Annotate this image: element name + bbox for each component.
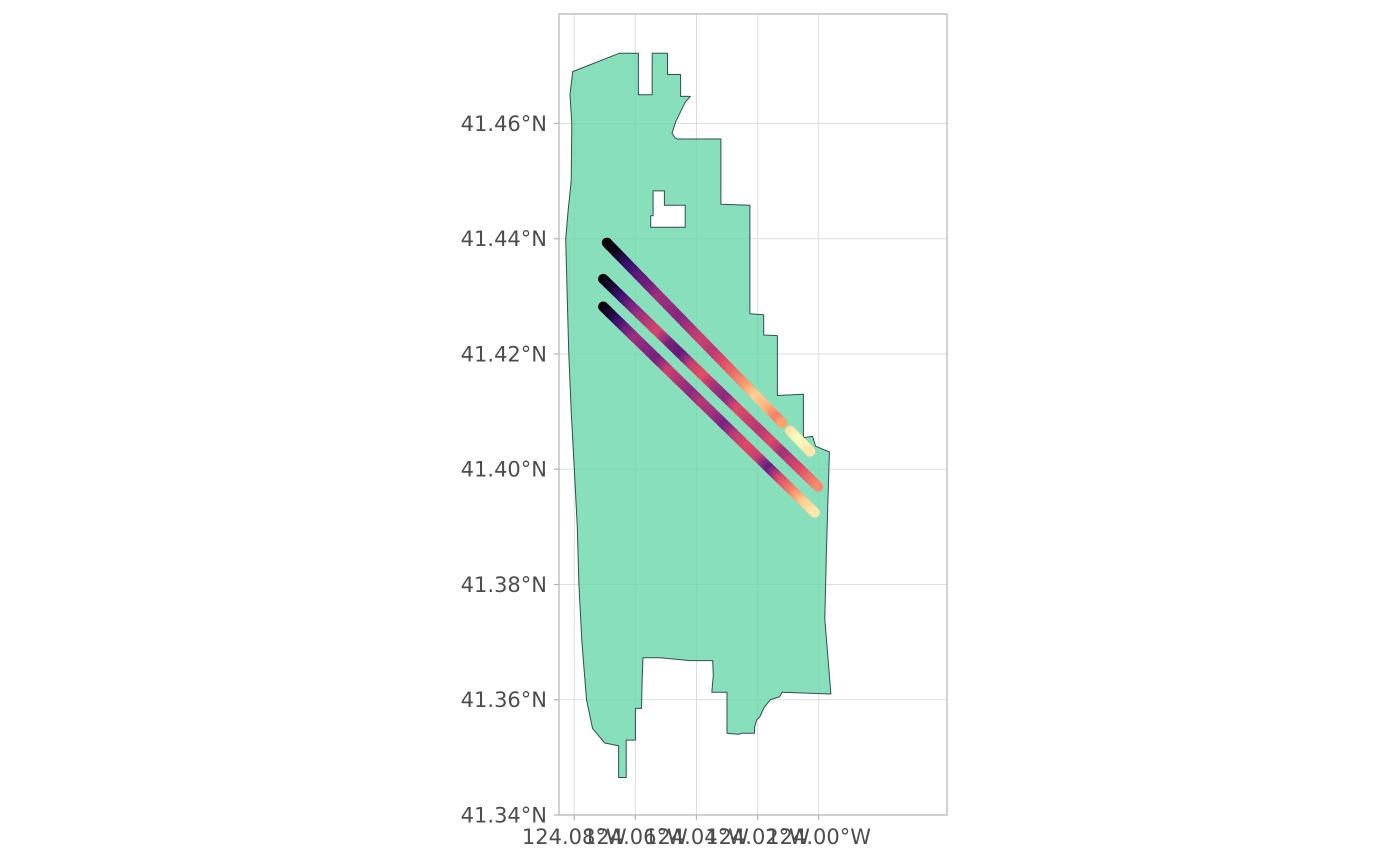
track-1 xyxy=(601,237,816,457)
y-tick-label: 41.34°N xyxy=(461,804,547,828)
y-tick-label: 41.46°N xyxy=(461,112,547,136)
y-tick-label: 41.42°N xyxy=(461,342,547,366)
track-3-point xyxy=(809,507,820,518)
x-tick-label: 124.08°W xyxy=(522,825,627,849)
boundary-polygon xyxy=(565,52,832,778)
y-tick-label: 41.40°N xyxy=(461,458,547,482)
track-2 xyxy=(598,273,824,492)
boundary-layer xyxy=(565,52,832,778)
boundary-hole-0 xyxy=(650,190,686,228)
track-1-point xyxy=(777,417,788,429)
track-2-point xyxy=(812,481,824,492)
panel-border xyxy=(558,13,948,816)
x-tick-label: 124.06°W xyxy=(583,825,688,849)
y-tick-label: 41.44°N xyxy=(461,227,547,251)
track-3 xyxy=(598,301,820,518)
axes-layer: 124.08°W124.06°W124.04°W124.02°W124.00°W… xyxy=(461,13,948,849)
track-1-point xyxy=(804,446,816,457)
x-tick-label: 124.02°W xyxy=(705,825,810,849)
y-tick-label: 41.36°N xyxy=(461,688,547,712)
y-tick-label: 41.38°N xyxy=(461,573,547,597)
x-tick-label: 124.04°W xyxy=(644,825,749,849)
points-layer xyxy=(598,237,824,518)
x-tick-label: 124.00°W xyxy=(766,825,871,849)
